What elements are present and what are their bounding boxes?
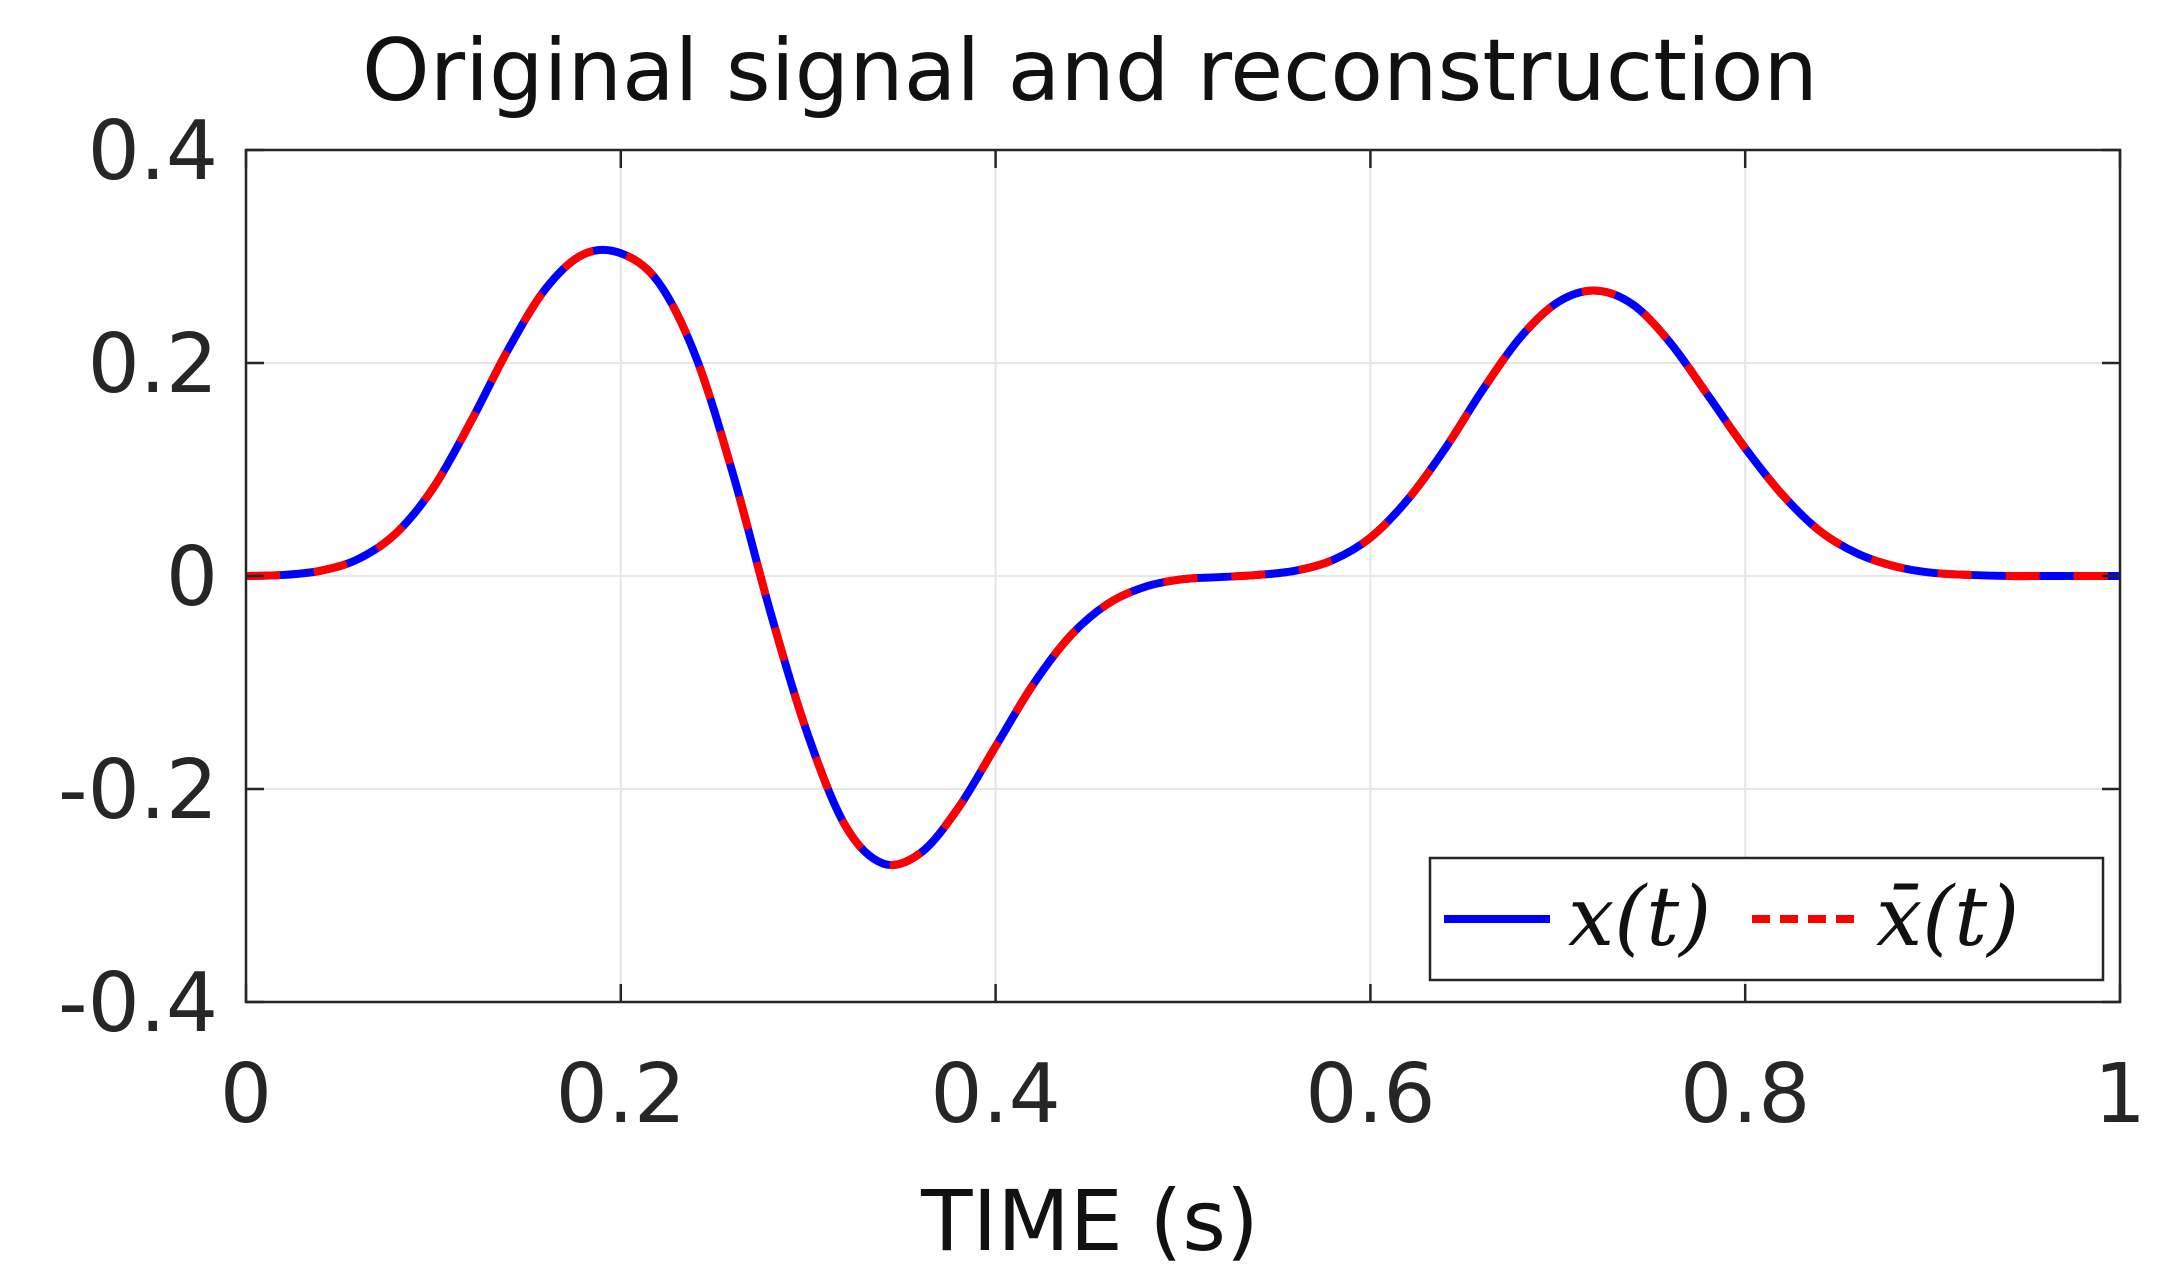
x-tick-label: 0.2 [556, 1047, 686, 1142]
x-tick-label: 1 [2094, 1047, 2146, 1142]
x-tick-label: 0.6 [1305, 1047, 1435, 1142]
y-tick-label: 0.2 [88, 317, 218, 412]
x-tick-label: 0 [220, 1047, 272, 1142]
x-axis-label: TIME (s) [920, 1172, 1259, 1266]
y-tick-label: -0.2 [58, 743, 218, 838]
series-line-original [245, 245, 2120, 870]
x-tick-label: 0.4 [930, 1047, 1060, 1142]
y-tick-label: 0.4 [88, 104, 218, 199]
y-tick-label: -0.4 [58, 956, 218, 1051]
legend: x(t) x̄(t) [1428, 856, 2105, 982]
axis-ticks: 0 0.2 0.4 0.6 0.8 1 -0.4 -0.2 0 0.2 0.4 [58, 104, 2146, 1142]
series-layer [245, 245, 2120, 870]
chart-title: Original signal and reconstruction [362, 21, 1818, 121]
x-tick-label: 0.8 [1680, 1047, 1810, 1142]
legend-label-x: x(t) [1568, 870, 1711, 965]
y-tick-label: 0 [166, 530, 218, 625]
series-line-reconstruction [245, 245, 2120, 870]
legend-label-xbar: x̄(t) [1876, 870, 2019, 965]
